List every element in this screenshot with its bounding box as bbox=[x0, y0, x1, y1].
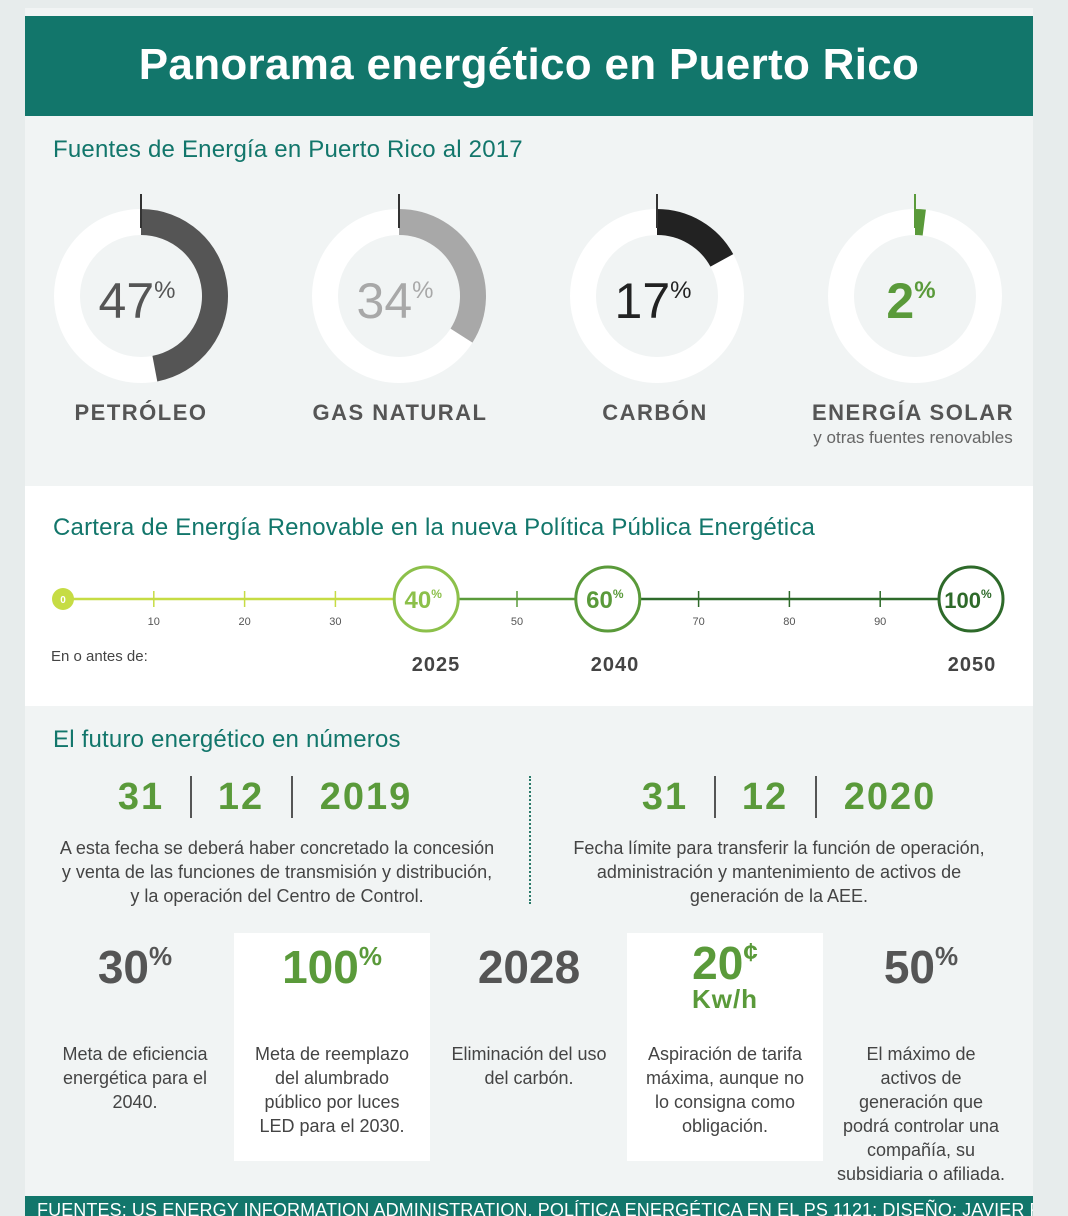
stat-efficiency-value: 30% bbox=[97, 941, 173, 993]
milestone-year-2025: 2025 bbox=[411, 654, 461, 676]
donut-label-solar: ENERGÍA SOLAR bbox=[811, 400, 1015, 425]
donut-unit: % bbox=[670, 277, 691, 304]
donut-slice-energía-solar bbox=[914, 209, 926, 236]
donut-1: 34% bbox=[312, 194, 486, 383]
donut-2: 17% bbox=[570, 194, 744, 383]
sources-credit: FUENTES: US ENERGY INFORMATION ADMINISTR… bbox=[37, 1200, 1033, 1216]
donut-label-gas-natural: GAS NATURAL bbox=[312, 400, 488, 425]
renewable-timeline-chart: 10 20 30 50 70 80 900 40% 60% 100% bbox=[52, 565, 1005, 633]
stat-led-value: 100% bbox=[282, 941, 382, 993]
date1-separator bbox=[190, 776, 192, 818]
timeline-tick-label: 10 bbox=[148, 616, 160, 628]
infographic: Panorama energético en Puerto Rico Fuent… bbox=[25, 8, 1033, 1216]
timeline-x-label: En o antes de: bbox=[51, 648, 148, 665]
timeline-tick-label: 30 bbox=[329, 616, 341, 628]
donut-unit: % bbox=[154, 277, 175, 304]
cartera-section-title: Cartera de Energía Renovable en la nueva… bbox=[53, 514, 816, 541]
stat-box-background bbox=[627, 933, 823, 1161]
donut-unit: % bbox=[412, 277, 433, 304]
donut-3: 2% bbox=[828, 194, 1002, 383]
stat-coal-year-value: 2028 bbox=[477, 941, 581, 993]
donut-slice-petróleo bbox=[140, 209, 228, 382]
timeline-tick-label: 50 bbox=[511, 616, 523, 628]
date2-separator bbox=[714, 776, 716, 818]
donut-0: 47% bbox=[54, 194, 228, 383]
stat-tariff-description: Aspiración de tarifa máxima, aunque no l… bbox=[645, 1044, 805, 1136]
date1-description: A esta fecha se deberá haber concretado … bbox=[59, 838, 495, 906]
date1-year: 2019 bbox=[319, 776, 413, 818]
timeline-tick-label: 90 bbox=[874, 616, 886, 628]
milestone-unit: % bbox=[981, 587, 992, 601]
timeline-tick-label: 70 bbox=[692, 616, 704, 628]
milestone-circle-60 bbox=[574, 565, 642, 633]
date1-separator bbox=[291, 776, 293, 818]
timeline-tick-label: 80 bbox=[783, 616, 795, 628]
date2-description: Fecha límite para transferir la función … bbox=[573, 838, 985, 906]
stat-tariff-value: 20¢ bbox=[692, 937, 758, 989]
stat-generation-description: El máximo de activos de generación que p… bbox=[836, 1044, 1006, 1184]
donut-value-label: 47% bbox=[99, 273, 176, 329]
donut-sublabel-solar: y otras fuentes renovables bbox=[813, 428, 1013, 447]
stat-generation-value: 50% bbox=[883, 941, 959, 993]
milestone-year-2050: 2050 bbox=[947, 654, 997, 676]
donut-value-label: 2% bbox=[886, 273, 935, 329]
date1-month: 12 bbox=[217, 776, 265, 818]
stat-led-description: Meta de reemplazo del alumbrado público … bbox=[254, 1044, 410, 1136]
cartera-band bbox=[25, 486, 1033, 706]
milestone-unit: % bbox=[431, 587, 442, 601]
date1-day: 31 bbox=[117, 776, 165, 818]
stat-box-background bbox=[234, 933, 430, 1161]
donut-label-carbon: CARBÓN bbox=[602, 400, 708, 425]
donut-unit: % bbox=[914, 277, 935, 304]
donut-value-label: 34% bbox=[357, 273, 434, 329]
donut-value-label: 17% bbox=[615, 273, 692, 329]
timeline-origin-label: 0 bbox=[60, 595, 66, 606]
donut-slice-gas-natural bbox=[398, 209, 486, 343]
date2-day: 31 bbox=[641, 776, 689, 818]
milestone-circle-100 bbox=[937, 565, 1005, 633]
timeline-tick-label: 20 bbox=[238, 616, 250, 628]
futuro-section-title: El futuro energético en números bbox=[53, 726, 401, 753]
donut-slice-carbón bbox=[656, 209, 734, 268]
header-banner: Panorama energético en Puerto Rico bbox=[25, 16, 1033, 116]
dotted-divider bbox=[529, 776, 531, 904]
donut-label-petroleo: PETRÓLEO bbox=[74, 400, 208, 425]
footer-banner: FUENTES: US ENERGY INFORMATION ADMINISTR… bbox=[25, 1196, 1033, 1216]
stat-tariff-unit: Kw/h bbox=[691, 984, 759, 1014]
fuentes-section-title: Fuentes de Energía en Puerto Rico al 201… bbox=[53, 136, 523, 163]
milestone-circle-40 bbox=[392, 565, 460, 633]
date2-month: 12 bbox=[741, 776, 789, 818]
stat-efficiency-description: Meta de eficiencia energética para el 20… bbox=[62, 1044, 208, 1112]
stat-coal-description: Eliminación del uso del carbón. bbox=[451, 1044, 607, 1088]
energy-sources-donut-chart: 47% 34% 17% 2% bbox=[54, 194, 1002, 383]
date2-separator bbox=[815, 776, 817, 818]
page-title: Panorama energético en Puerto Rico bbox=[138, 40, 920, 89]
milestone-unit: % bbox=[613, 587, 624, 601]
milestone-year-2040: 2040 bbox=[590, 654, 640, 676]
date2-year: 2020 bbox=[843, 776, 937, 818]
timeline-origin-dot bbox=[52, 588, 74, 610]
